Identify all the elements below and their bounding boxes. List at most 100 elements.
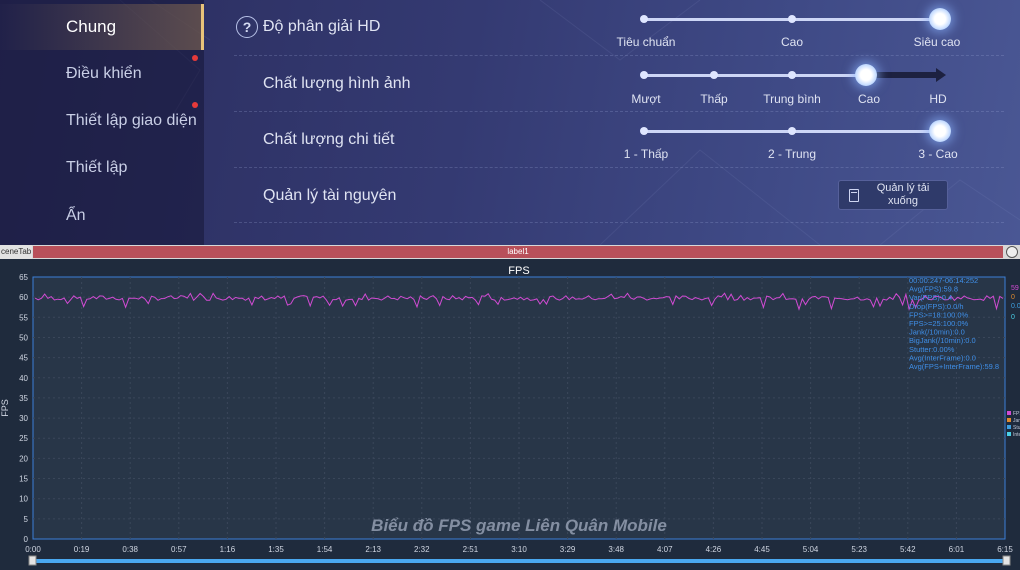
trash-icon [849, 188, 859, 202]
y-tick-label: 5 [24, 515, 29, 524]
y-tick-label: 0 [24, 535, 29, 544]
stats-line: Var(FPS):0.4 [909, 293, 952, 302]
slider-option-label: Tiêu chuẩn [616, 35, 676, 49]
chart-watermark: Biểu đồ FPS game Liên Quân Mobile [371, 516, 667, 535]
x-tick-label: 3:48 [608, 545, 624, 554]
button-line-1: Quản lý tải [876, 182, 930, 194]
chart-title: FPS [508, 265, 529, 277]
x-tick-label: 4:26 [706, 545, 722, 554]
sidebar-item-dieu-khien[interactable]: Điều khiển [0, 51, 204, 97]
slider-option-label: Trung bình [763, 92, 821, 106]
stats-line: 00:00:247-06:14:252 [909, 276, 978, 285]
slider-knob[interactable] [929, 120, 951, 142]
fps-series-line [34, 292, 1004, 312]
x-tick-label: 2:13 [365, 545, 381, 554]
x-tick-label: 4:07 [657, 545, 673, 554]
legend-label: InterFrame [1013, 432, 1020, 438]
x-tick-label: 0:38 [122, 545, 138, 554]
slider-step[interactable] [788, 127, 796, 135]
stats-line: FPS>=18:100.0% [909, 310, 969, 319]
y-tick-label: 60 [19, 293, 28, 302]
y-tick-label: 30 [19, 414, 28, 423]
slider-option-label: 2 - Trung [767, 147, 817, 161]
notification-dot [192, 102, 198, 108]
stats-line: Avg(InterFrame):0.0 [909, 353, 976, 362]
sidebar-item-chung[interactable]: Chung [0, 4, 204, 50]
legend-swatch [1007, 418, 1011, 422]
label-tab[interactable]: label1 [33, 246, 1003, 258]
slider-option-label: HD [929, 92, 947, 106]
slider-option-label: Cao [780, 35, 804, 49]
notification-dot [192, 55, 198, 61]
x-tick-label: 1:54 [317, 545, 333, 554]
arrow-right-icon [936, 68, 946, 82]
x-tick-label: 2:51 [463, 545, 479, 554]
y-tick-label: 25 [19, 434, 28, 443]
slider-option-label: Thấp [700, 92, 728, 106]
fps-chart[interactable]: FPS FPS 0 5 10 15 20 25 30 35 40 45 50 55 60 65 0:00 0:19… [0, 259, 1020, 570]
sidebar-item-thiet-lap-giao-dien[interactable]: Thiết lập giao diện [0, 98, 204, 144]
x-tick-label: 0:19 [74, 545, 90, 554]
x-tick-label: 3:29 [560, 545, 576, 554]
stats-line: FPS>=25:100.0% [909, 319, 969, 328]
slider-option-label: Siêu cao [913, 35, 961, 49]
y-tick-label: 40 [19, 374, 28, 383]
x-tick-label: 5:23 [851, 545, 867, 554]
x-tick-label: 1:35 [268, 545, 284, 554]
slider-option-label: Cao [857, 92, 881, 106]
slider-step[interactable] [788, 71, 796, 79]
manage-downloads-label: Quản lý tải xuống [865, 182, 947, 208]
y-tick-label: 45 [19, 354, 28, 363]
slider-knob[interactable] [929, 8, 951, 30]
sidebar-item-thiet-lap[interactable]: Thiết lập [0, 145, 204, 191]
scene-tab[interactable]: ceneTab [0, 245, 32, 259]
series-current-value: 0 [1011, 294, 1015, 301]
slider-track-empty [866, 72, 938, 78]
scrollbar-handle-right[interactable] [1002, 555, 1011, 566]
series-current-value: 0 [1011, 314, 1015, 321]
x-tick-label: 5:04 [803, 545, 819, 554]
slider-knob[interactable] [855, 64, 877, 86]
slider-option-label: 1 - Thấp [623, 147, 669, 161]
sidebar-item-an[interactable]: Ẩn [0, 193, 204, 239]
x-tick-label: 1:16 [220, 545, 236, 554]
row-divider [234, 111, 1004, 112]
resources-label: Quản lý tài nguyên [263, 187, 397, 204]
scrollbar-handle-left[interactable] [28, 555, 37, 566]
y-tick-label: 20 [19, 454, 28, 463]
button-line-2: xuống [888, 195, 918, 207]
y-tick-label: 50 [19, 333, 28, 342]
slider-step[interactable] [640, 15, 648, 23]
image-quality-label: Chất lượng hình ảnh [263, 75, 411, 92]
y-tick-label: 35 [19, 394, 28, 403]
help-icon[interactable]: ? [236, 16, 258, 38]
slider-step[interactable] [640, 71, 648, 79]
legend-label: Stutter [1013, 425, 1020, 431]
pin-icon[interactable] [1006, 246, 1018, 258]
y-tick-label: 15 [19, 475, 28, 484]
manage-downloads-button[interactable]: Quản lý tải xuống [838, 180, 948, 210]
y-tick-label: 65 [19, 273, 28, 282]
slider-option-label: 3 - Cao [918, 147, 958, 161]
slider-step[interactable] [640, 127, 648, 135]
slider-option-label: Mượt [631, 92, 661, 106]
game-settings-panel: Chung Điều khiển Thiết lập giao diện Thi… [0, 0, 1020, 245]
row-divider [234, 167, 1004, 168]
sidebar-item-label: Thiết lập [66, 159, 128, 176]
legend-swatch [1007, 432, 1011, 436]
slider-step[interactable] [710, 71, 718, 79]
x-tick-label: 2:32 [414, 545, 430, 554]
stats-line: Stutter:0.00% [909, 345, 955, 354]
x-tick-label: 0:00 [25, 545, 41, 554]
series-current-value: 59 [1011, 285, 1019, 292]
row-divider [234, 222, 1004, 223]
legend-swatch [1007, 411, 1011, 415]
x-tick-label: 5:42 [900, 545, 916, 554]
stats-line: Avg(FPS):59.8 [909, 285, 958, 294]
slider-track [644, 74, 866, 77]
slider-step[interactable] [788, 15, 796, 23]
stats-line: BigJank(/10min):0.0 [909, 336, 976, 345]
fps-chart-panel: FPS FPS 0 5 10 15 20 25 30 35 40 45 50 55 60 65 0:00 0:19… [0, 259, 1020, 570]
sidebar-item-label: Điều khiển [66, 65, 142, 82]
